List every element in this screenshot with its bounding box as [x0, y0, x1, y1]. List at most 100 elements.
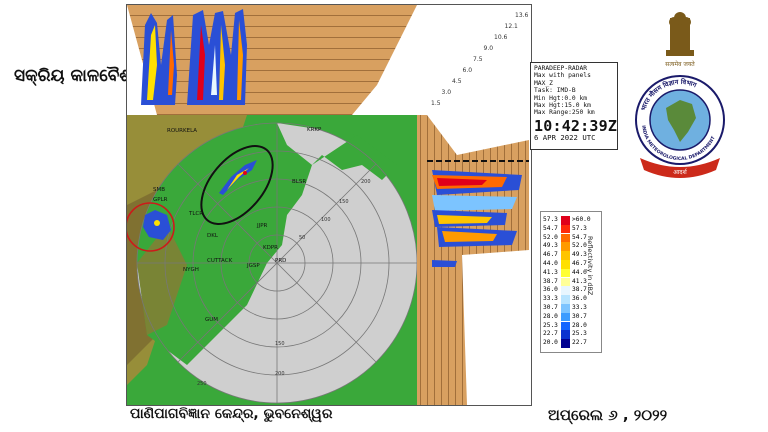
legend-lower-value: 36.0: [543, 286, 558, 294]
emblem-text: सत्यमेव जयते: [665, 60, 695, 68]
legend-row: 22.7 25.3: [541, 330, 601, 339]
reflectivity-legend: 57.3 >60.0 54.7 57.3 52.0 54.7 49.3 52.0 46.7 49.…: [540, 211, 602, 353]
legend-row: 28.0 30.7: [541, 312, 601, 322]
svg-text:150: 150: [275, 341, 285, 347]
radar-info-box: PARADEEP-RADAR Max with panels MAX_Z Tas…: [530, 62, 618, 150]
legend-upper-value: 52.0: [572, 242, 587, 250]
svg-text:TLCR: TLCR: [188, 211, 203, 217]
legend-lower-value: 30.7: [543, 304, 558, 311]
legend-row: 49.3 52.0: [541, 242, 601, 251]
legend-swatch: [561, 251, 570, 260]
legend-row: 57.3 >60.0: [541, 216, 601, 225]
station-name: PARADEEP-RADAR: [534, 65, 588, 72]
legend-upper-value: 38.7: [572, 286, 587, 294]
svg-text:JGSP: JGSP: [246, 263, 260, 269]
legend-upper-value: 49.3: [572, 251, 587, 259]
height-scale-label: 10.6: [494, 34, 508, 41]
right-panel: [417, 115, 529, 405]
svg-text:JJPR: JJPR: [256, 223, 268, 229]
legend-upper-value: >60.0: [572, 216, 591, 223]
min-height: Min Hgt:0.0 km: [534, 94, 588, 102]
svg-text:CUTTACK: CUTTACK: [207, 258, 233, 264]
legend-axis-label: Reflectivity in dBZ: [586, 236, 594, 296]
footer-office: ପାଣିପାଗବିଜ୍ଞାନ କେନ୍ଦ୍ର, ଭୁବନେଶ୍ୱର: [130, 406, 333, 422]
legend-swatch: [561, 312, 570, 322]
svg-text:DKL: DKL: [207, 233, 219, 239]
legend-upper-value: 44.0: [572, 268, 587, 276]
legend-upper-value: 46.7: [572, 260, 587, 267]
legend-lower-value: 41.3: [543, 268, 558, 276]
legend-row: 33.3 36.0: [541, 295, 601, 304]
height-scale-label: 3.0: [442, 89, 452, 96]
legend-swatch: [561, 277, 570, 287]
height-scale-label: 7.5: [473, 56, 483, 63]
legend-lower-value: 57.3: [543, 216, 558, 223]
legend-lower-value: 28.0: [543, 312, 558, 320]
legend-lower-value: 54.7: [543, 224, 558, 232]
legend-upper-value: 28.0: [572, 321, 587, 329]
legend-swatch: [561, 268, 570, 278]
svg-text:KRKP: KRKP: [307, 127, 322, 133]
legend-row: 54.7 57.3: [541, 224, 601, 234]
legend-upper-value: 25.3: [572, 330, 587, 338]
svg-text:200: 200: [361, 179, 371, 185]
max-range: Max Range:250 km: [534, 109, 595, 117]
height-scale-label: 6.0: [463, 67, 473, 74]
svg-text:GUM: GUM: [205, 317, 218, 323]
top-panel: [127, 5, 417, 115]
page-title: ସକ୍ରିୟ କାଳବୈଶାଖୀ: [14, 66, 153, 86]
svg-text:KDPR: KDPR: [263, 245, 278, 251]
height-scale-label: 13.6: [515, 12, 529, 19]
task: Task: IMD-B: [534, 87, 576, 95]
legend-swatch: [561, 224, 570, 234]
parameter: MAX_Z: [534, 79, 553, 87]
svg-text:NYGH: NYGH: [183, 267, 199, 273]
footer-date: ଅପ୍ରେଲ ୬ , ୨୦୨୨: [548, 406, 668, 424]
legend-swatch: [561, 304, 570, 313]
emblem-icon: सत्यमेव जयते: [665, 12, 695, 68]
legend-lower-value: 38.7: [543, 277, 558, 285]
legend-lower-value: 25.3: [543, 321, 558, 329]
svg-text:PRD: PRD: [275, 258, 286, 264]
legend-row: 52.0 54.7: [541, 233, 601, 243]
legend-swatch: [561, 295, 570, 304]
height-scale: 13.6 12.1 10.69.07.56.04.53.01.5: [431, 12, 529, 107]
legend-row: 20.0 22.7: [541, 339, 601, 348]
legend-row: 36.0 38.7: [541, 286, 601, 295]
height-scale-label: 12.1: [505, 23, 519, 30]
legend-upper-value: 54.7: [572, 233, 587, 241]
legend-swatch: [561, 339, 570, 348]
height-scale-label: 9.0: [484, 45, 494, 52]
max-height: Max Hgt:15.0 km: [534, 102, 591, 110]
legend-swatch: [561, 233, 570, 243]
svg-text:100: 100: [321, 217, 331, 223]
svg-text:BLSR: BLSR: [292, 179, 306, 185]
legend-upper-value: 36.0: [572, 295, 587, 303]
legend-swatch: [561, 330, 570, 339]
legend-row: 30.7 33.3: [541, 304, 601, 313]
svg-text:ROURKELA: ROURKELA: [167, 128, 197, 134]
legend-lower-value: 49.3: [543, 242, 558, 250]
svg-text:GPLR: GPLR: [153, 197, 168, 203]
legend-lower-value: 46.7: [543, 251, 558, 259]
legend-row: 46.7 49.3: [541, 251, 601, 260]
svg-text:150: 150: [339, 199, 349, 205]
legend-upper-value: 41.3: [572, 277, 587, 285]
legend-upper-value: 22.7: [572, 339, 587, 347]
height-scale-label: 1.5: [431, 100, 441, 107]
legend-swatch: [561, 321, 570, 331]
legend-upper-value: 33.3: [572, 304, 587, 311]
legend-row: 38.7 41.3: [541, 277, 601, 287]
legend-row: 41.3 44.0: [541, 268, 601, 278]
legend-swatch: [561, 260, 570, 269]
seal-banner: आदर्श: [673, 168, 687, 176]
legend-swatch: [561, 286, 570, 295]
legend-lower-value: 44.0: [543, 260, 558, 267]
observation-date: 6 APR 2022 UTC: [534, 132, 596, 142]
legend-swatch: [561, 216, 570, 225]
height-scale-label: 4.5: [452, 78, 462, 85]
legend-lower-value: 22.7: [543, 330, 558, 338]
svg-text:SMB: SMB: [153, 187, 165, 193]
svg-text:50: 50: [299, 235, 305, 241]
svg-text:250: 250: [197, 381, 207, 387]
